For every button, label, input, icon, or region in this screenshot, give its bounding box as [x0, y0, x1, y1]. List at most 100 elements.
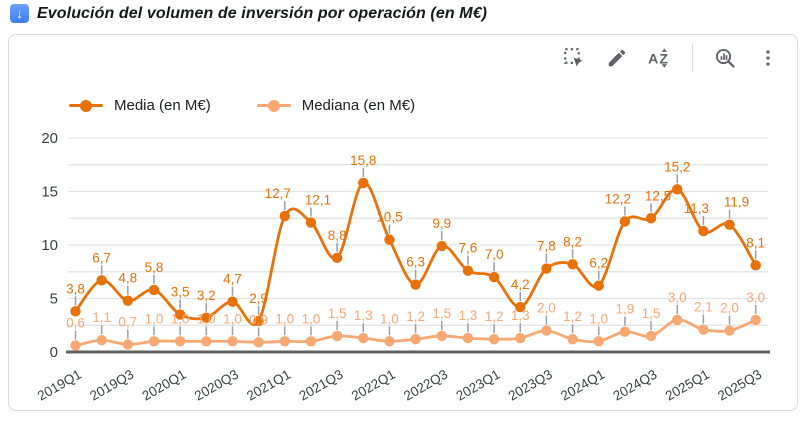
data-point[interactable] [750, 314, 761, 326]
svg-text:1,0: 1,0 [145, 311, 164, 326]
svg-text:11,9: 11,9 [724, 195, 749, 210]
data-point[interactable] [619, 326, 631, 337]
data-point[interactable] [331, 330, 343, 342]
data-point[interactable] [201, 312, 212, 323]
svg-text:12,7: 12,7 [265, 186, 291, 201]
data-point[interactable] [148, 336, 160, 347]
data-point[interactable] [541, 263, 552, 274]
data-point[interactable] [410, 333, 421, 345]
data-point[interactable] [593, 280, 604, 291]
data-point[interactable] [645, 213, 657, 224]
data-point[interactable] [462, 265, 474, 276]
data-point[interactable] [698, 324, 709, 335]
data-point[interactable] [279, 210, 290, 222]
data-point[interactable] [619, 216, 631, 227]
legend-swatch-media [69, 99, 103, 112]
zoom-explore-icon[interactable] [712, 45, 738, 71]
svg-text:2021Q1: 2021Q1 [244, 367, 293, 404]
data-point[interactable] [331, 252, 343, 264]
data-point[interactable] [174, 336, 186, 347]
data-point[interactable] [305, 217, 317, 228]
svg-text:2,0: 2,0 [537, 301, 556, 316]
report-title-row: ↓ Evolución del volumen de inversión por… [10, 4, 487, 23]
svg-text:2022Q1: 2022Q1 [349, 367, 398, 404]
data-point[interactable] [488, 333, 500, 345]
data-point[interactable] [148, 284, 160, 296]
data-point[interactable] [410, 279, 421, 290]
data-point[interactable] [645, 330, 657, 342]
svg-text:1,0: 1,0 [223, 311, 242, 326]
data-point[interactable] [174, 309, 186, 320]
data-point[interactable] [253, 337, 264, 348]
marquee-select-icon[interactable] [561, 45, 587, 71]
svg-text:8,2: 8,2 [563, 234, 582, 249]
svg-text:1,2: 1,2 [563, 309, 582, 324]
data-point[interactable] [70, 306, 81, 317]
svg-text:4,8: 4,8 [118, 271, 137, 286]
data-point[interactable] [96, 275, 107, 286]
data-point[interactable] [488, 271, 500, 283]
data-point[interactable] [227, 336, 238, 347]
data-point[interactable] [384, 234, 395, 245]
svg-text:2019Q1: 2019Q1 [35, 367, 84, 404]
data-point[interactable] [515, 301, 526, 313]
data-point[interactable] [750, 260, 761, 271]
legend-item-media[interactable]: Media (en M€) [69, 97, 211, 114]
data-point[interactable] [567, 333, 578, 345]
data-point[interactable] [227, 296, 238, 307]
data-point[interactable] [724, 219, 735, 230]
svg-text:20: 20 [41, 130, 58, 147]
svg-text:11,3: 11,3 [684, 201, 709, 216]
data-point[interactable] [436, 330, 447, 342]
svg-text:15: 15 [41, 184, 58, 201]
svg-text:1,0: 1,0 [589, 311, 608, 326]
svg-text:1,2: 1,2 [406, 309, 425, 324]
data-point[interactable] [462, 332, 474, 344]
data-point[interactable] [201, 336, 212, 347]
svg-text:12,2: 12,2 [605, 191, 631, 206]
data-point[interactable] [358, 332, 369, 344]
data-point[interactable] [122, 295, 134, 306]
svg-text:5,8: 5,8 [145, 260, 164, 275]
data-point[interactable] [96, 335, 107, 346]
svg-text:3,5: 3,5 [171, 285, 190, 300]
data-point[interactable] [436, 240, 447, 252]
data-point[interactable] [358, 177, 369, 189]
data-point[interactable] [541, 325, 552, 336]
data-point[interactable] [122, 339, 134, 350]
legend-item-mediana[interactable]: Mediana (en M€) [256, 97, 415, 114]
svg-text:2024Q3: 2024Q3 [610, 367, 659, 404]
series-line-media [70, 177, 761, 327]
svg-text:10,5: 10,5 [376, 210, 402, 225]
svg-text:9,9: 9,9 [432, 216, 451, 231]
svg-text:2023Q3: 2023Q3 [506, 367, 555, 404]
sort-az-icon[interactable]: AZ [647, 45, 673, 71]
svg-text:2024Q1: 2024Q1 [558, 367, 607, 404]
data-point[interactable] [593, 336, 604, 347]
svg-text:1,2: 1,2 [485, 309, 504, 324]
svg-text:12,1: 12,1 [305, 193, 331, 208]
data-point[interactable] [279, 336, 290, 347]
data-point[interactable] [384, 336, 395, 347]
data-point[interactable] [305, 336, 317, 347]
data-point[interactable] [698, 225, 709, 237]
data-point[interactable] [672, 184, 683, 195]
svg-text:3,8: 3,8 [66, 281, 85, 296]
svg-text:2020Q3: 2020Q3 [192, 367, 241, 404]
edit-pencil-icon[interactable] [604, 45, 630, 71]
legend-swatch-mediana [256, 99, 291, 112]
svg-text:1,3: 1,3 [354, 308, 373, 323]
svg-text:6,2: 6,2 [589, 256, 608, 271]
data-point[interactable] [567, 259, 578, 270]
svg-text:1,0: 1,0 [197, 311, 216, 326]
data-point[interactable] [515, 332, 526, 344]
data-point[interactable] [70, 340, 81, 351]
y-axis-labels: 0 5 10 15 20 [41, 130, 58, 361]
svg-text:1,5: 1,5 [642, 306, 661, 321]
more-options-icon[interactable] [755, 45, 781, 71]
data-point[interactable] [253, 315, 264, 327]
svg-text:4,7: 4,7 [223, 272, 242, 287]
data-point[interactable] [672, 314, 683, 326]
data-point[interactable] [724, 325, 735, 336]
